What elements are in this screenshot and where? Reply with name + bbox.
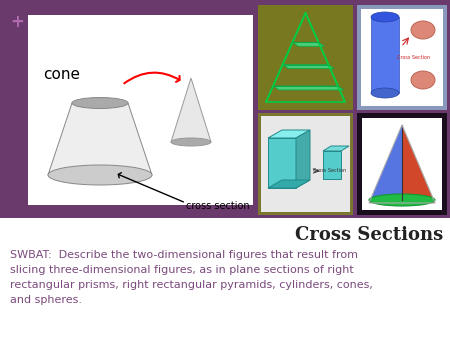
Ellipse shape [171, 138, 211, 146]
Ellipse shape [48, 165, 152, 185]
Ellipse shape [371, 12, 399, 22]
Polygon shape [48, 103, 152, 175]
Ellipse shape [411, 21, 435, 39]
Text: cone: cone [43, 67, 80, 82]
Bar [361, 9, 443, 106]
Bar [362, 118, 442, 210]
Ellipse shape [72, 97, 128, 108]
Polygon shape [171, 78, 211, 142]
Text: rectangular prisms, right rectangular pyramids, cylinders, cones,: rectangular prisms, right rectangular py… [10, 280, 373, 290]
Bar [323, 151, 341, 179]
Polygon shape [273, 86, 344, 90]
Bar [261, 116, 350, 212]
Bar [28, 15, 253, 205]
Polygon shape [323, 146, 349, 151]
Polygon shape [402, 125, 435, 203]
Text: Cross Sections: Cross Sections [295, 226, 443, 244]
Ellipse shape [411, 71, 435, 89]
Bar [0, 218, 450, 338]
Polygon shape [292, 42, 324, 46]
Polygon shape [369, 125, 402, 203]
Ellipse shape [371, 88, 399, 98]
Text: cross section: cross section [186, 201, 250, 211]
Polygon shape [283, 65, 334, 69]
Bar [258, 5, 353, 110]
Bar [357, 5, 447, 110]
Bar [357, 113, 447, 215]
Bar [371, 17, 399, 93]
Text: SWBAT:  Describe the two-dimensional figures that result from: SWBAT: Describe the two-dimensional figu… [10, 250, 358, 260]
Ellipse shape [369, 194, 435, 206]
Bar [258, 113, 353, 215]
Text: Cross Section: Cross Section [397, 55, 430, 60]
Polygon shape [296, 130, 310, 188]
Text: +: + [10, 13, 24, 31]
Text: slicing three-dimensional figures, as in plane sections of right: slicing three-dimensional figures, as in… [10, 265, 354, 275]
Polygon shape [268, 130, 310, 138]
Text: and spheres.: and spheres. [10, 295, 82, 305]
Polygon shape [268, 138, 296, 188]
Text: Cross Section: Cross Section [313, 168, 346, 173]
Polygon shape [268, 180, 310, 188]
